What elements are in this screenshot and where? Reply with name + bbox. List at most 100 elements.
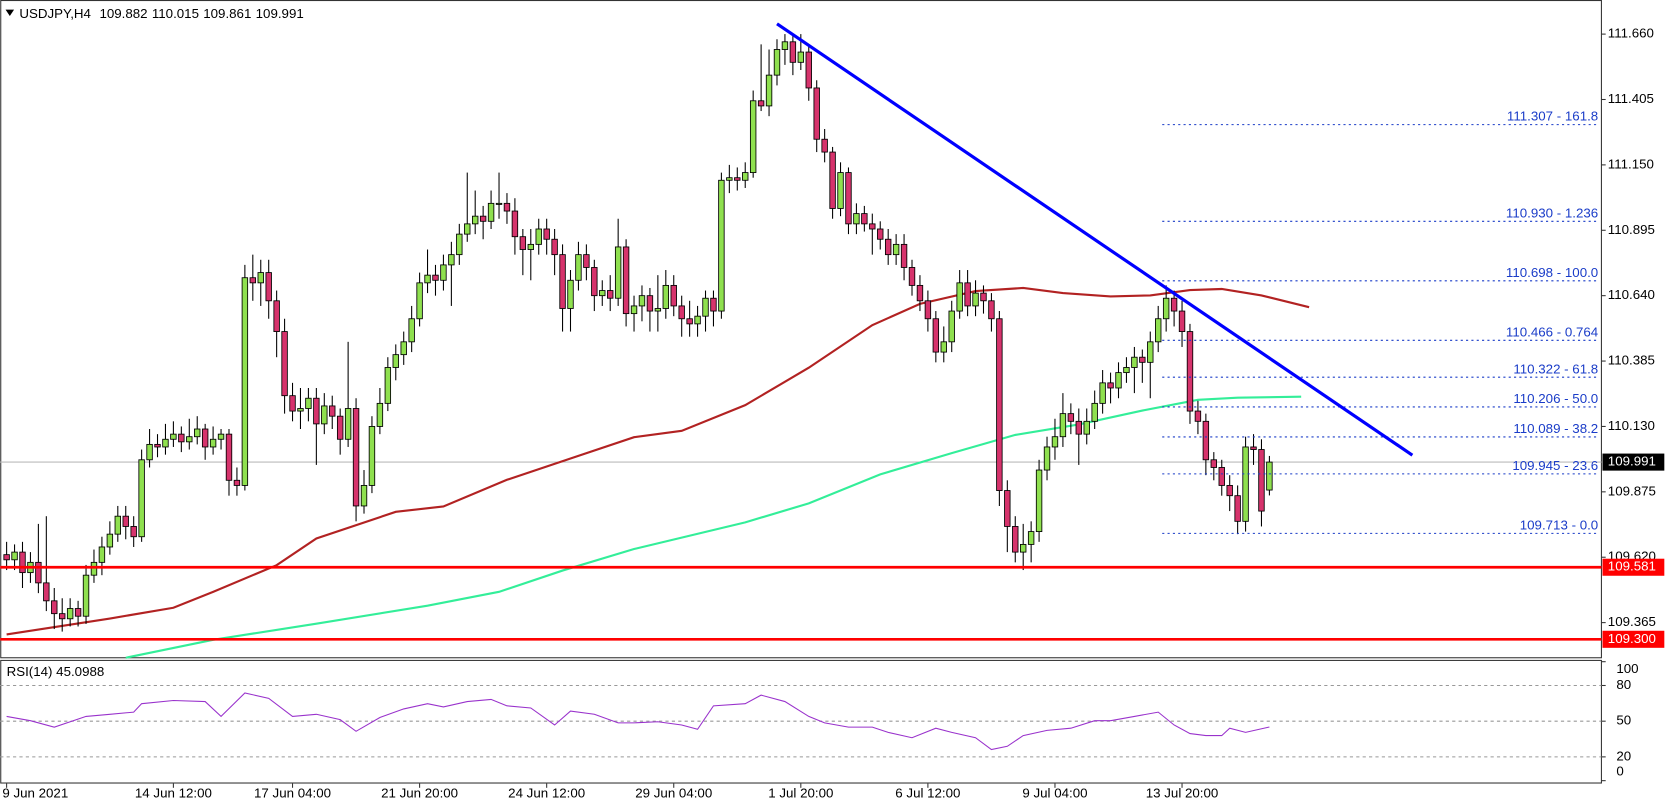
candle-body xyxy=(646,295,654,312)
fib-label: 110.930 - 1.236 xyxy=(1506,205,1598,220)
trend-line xyxy=(776,22,1414,457)
candle-body xyxy=(384,367,392,404)
candle-body xyxy=(66,608,74,620)
candle-body xyxy=(829,151,836,209)
candle-body xyxy=(392,354,399,368)
candle-body xyxy=(495,202,503,205)
candle-body xyxy=(1170,297,1178,312)
x-tick-label: 1 Jul 20:00 xyxy=(768,786,833,801)
candle-body xyxy=(599,290,606,297)
collapse-arrow[interactable] xyxy=(5,9,15,16)
candle-body xyxy=(607,290,614,299)
candle-body xyxy=(265,272,272,302)
candle-body xyxy=(209,438,217,448)
y-tick-label: 110.895 xyxy=(1608,222,1655,237)
candle-body xyxy=(1266,461,1273,491)
low-value: 109.861 xyxy=(203,5,251,20)
candle-body xyxy=(1226,485,1233,497)
candle-body xyxy=(892,243,900,256)
candle-body xyxy=(194,428,201,438)
candle-body xyxy=(201,428,209,448)
candle-body xyxy=(1147,341,1154,363)
candle-body xyxy=(344,408,352,440)
candle-body xyxy=(360,485,368,507)
candle-body xyxy=(1131,356,1138,368)
candle-body xyxy=(352,408,360,507)
candle-body xyxy=(138,459,145,538)
candle-body xyxy=(781,41,789,50)
price-tag xyxy=(1602,558,1665,576)
rsi-line xyxy=(6,692,1270,751)
candle-body xyxy=(686,318,693,325)
candle-body xyxy=(170,433,177,440)
x-tick-label: 14 Jun 12:00 xyxy=(135,786,212,801)
candle-body xyxy=(749,100,757,174)
candle-body xyxy=(336,415,344,440)
candle-body xyxy=(186,436,193,443)
candle-body xyxy=(241,277,249,486)
candle-body xyxy=(1258,449,1265,512)
x-tick-label: 29 Jun 04:00 xyxy=(635,786,712,801)
candle-body xyxy=(1242,446,1249,522)
price-panel xyxy=(0,0,1602,659)
candle-body xyxy=(1162,297,1170,320)
candle-body xyxy=(527,243,534,250)
candle-body xyxy=(630,305,638,315)
candle-body xyxy=(440,264,447,281)
candle-body xyxy=(59,613,66,620)
last-price-tag xyxy=(1602,453,1665,471)
candle-body xyxy=(988,300,995,320)
candle-body xyxy=(996,318,1003,491)
candle-body xyxy=(1234,495,1241,522)
candle-body xyxy=(51,600,58,615)
fib-label: 110.089 - 38.2 xyxy=(1513,421,1598,436)
candle-body xyxy=(146,443,153,461)
fib-label: 111.307 - 161.8 xyxy=(1507,109,1598,124)
y-tick-label: 109.875 xyxy=(1608,483,1656,498)
candle-body xyxy=(162,438,169,448)
candle-body xyxy=(805,51,812,89)
candle-body xyxy=(821,138,828,153)
candle-body xyxy=(281,331,288,397)
candle-body xyxy=(900,243,908,268)
candle-body xyxy=(233,479,241,486)
candle-body xyxy=(130,526,137,538)
x-tick-label: 13 Jul 20:00 xyxy=(1146,786,1219,801)
candle-body xyxy=(511,210,519,238)
fib-label: 110.466 - 0.764 xyxy=(1506,324,1599,339)
candle-body xyxy=(408,318,415,343)
candle-body xyxy=(551,238,558,256)
candle-body xyxy=(956,282,963,312)
high-value: 110.015 xyxy=(152,5,199,20)
candle-body xyxy=(519,236,527,250)
candle-body xyxy=(1202,420,1210,461)
candle-body xyxy=(757,100,765,107)
candle-body xyxy=(972,292,979,307)
candle-body xyxy=(535,228,542,245)
candle-body xyxy=(575,254,582,281)
candle-body xyxy=(1194,410,1202,422)
x-tick-label: 6 Jul 12:00 xyxy=(895,786,960,801)
candle-body xyxy=(869,223,876,230)
candle-body xyxy=(487,202,495,222)
candle-body xyxy=(1107,382,1114,389)
candle-body xyxy=(559,254,566,309)
candle-body xyxy=(837,172,844,209)
candle-body xyxy=(932,318,940,353)
candle-body xyxy=(98,546,106,563)
candle-body xyxy=(1020,543,1027,553)
candle-body xyxy=(503,202,511,212)
price-tag-label: 109.300 xyxy=(1608,631,1656,646)
x-tick-label: 17 Jun 04:00 xyxy=(254,786,331,801)
candle-body xyxy=(638,295,646,307)
candle-body xyxy=(884,238,892,256)
candle-body xyxy=(543,228,550,240)
candle-body xyxy=(948,310,955,343)
candle-body xyxy=(178,433,185,443)
candle-body xyxy=(19,551,26,574)
candle-body xyxy=(257,272,264,284)
candle-body xyxy=(980,292,987,302)
candle-body xyxy=(710,297,717,312)
x-tick-label: 9 Jul 04:00 xyxy=(1022,786,1087,801)
fib-label: 109.945 - 23.6 xyxy=(1512,458,1598,473)
